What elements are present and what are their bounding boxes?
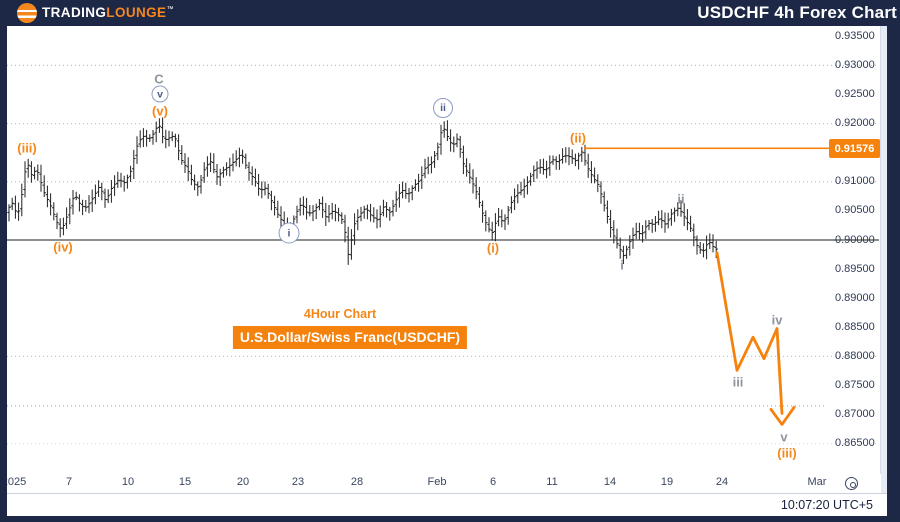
- wave-label: C: [154, 71, 164, 87]
- wave-label: (i): [486, 240, 500, 256]
- time-tick: Mar: [807, 476, 827, 488]
- time-tick: 11: [546, 476, 558, 488]
- wave-label: ii: [677, 191, 685, 207]
- wave-label: v: [780, 429, 788, 445]
- price-tick: 0.88500: [835, 320, 875, 333]
- time-tick: 7: [65, 476, 73, 488]
- time-tick: Feb: [427, 476, 447, 488]
- page-title: USDCHF 4h Forex Chart: [697, 3, 897, 22]
- wave-label: (iii): [17, 140, 37, 156]
- price-tick: 0.92000: [835, 117, 875, 130]
- axis-settings-icon[interactable]: [845, 477, 858, 490]
- wave-label: (iv): [53, 239, 73, 255]
- wave-label: v: [151, 85, 169, 103]
- timeframe-label: 4Hour Chart: [303, 307, 377, 321]
- price-tick: 0.86500: [835, 437, 875, 450]
- wave-label: (v): [152, 103, 168, 119]
- right-scroll-strip[interactable]: [881, 26, 887, 493]
- price-tick: 0.93000: [835, 58, 875, 71]
- price-tick: 0.89000: [835, 291, 875, 304]
- price-axis-border: [880, 26, 881, 474]
- time-tick: 15: [178, 476, 192, 488]
- wave-label: ii: [433, 98, 453, 118]
- time-tick: 2025: [1, 476, 27, 488]
- price-tick: 0.90000: [835, 233, 875, 246]
- price-tick: 0.93500: [835, 29, 875, 42]
- symbol-badge: U.S.Dollar/Swiss Franc(USDCHF): [232, 326, 468, 349]
- time-tick: 24: [715, 476, 729, 488]
- time-tick: 10: [121, 476, 135, 488]
- price-tick: 0.88000: [835, 349, 875, 362]
- brand-logo[interactable]: TRADINGLOUNGE™: [17, 3, 174, 23]
- price-tick: 0.87500: [835, 379, 875, 391]
- price-tick: 0.91000: [835, 175, 875, 188]
- wave-label: (iii): [777, 445, 797, 461]
- wave-label: iv: [771, 312, 783, 328]
- bottom-border: [0, 516, 900, 522]
- price-tick: 0.87000: [835, 408, 875, 421]
- price-tick: 0.92500: [835, 88, 875, 100]
- tradinglounge-logo-icon: [17, 3, 37, 23]
- time-tick: 19: [660, 476, 674, 488]
- time-tick: 20: [236, 476, 250, 488]
- right-border: [887, 0, 900, 522]
- price-tick: 0.89500: [835, 262, 875, 275]
- status-bar: 10:07:20 UTC+5: [7, 493, 887, 516]
- price-tick: 0.90500: [835, 204, 875, 217]
- time-tick: 23: [291, 476, 305, 488]
- brand-name: TRADINGLOUNGE™: [42, 5, 174, 21]
- left-border: [0, 0, 7, 522]
- time-tick: 14: [603, 476, 617, 488]
- header: TRADINGLOUNGE™ USDCHF 4h Forex Chart: [0, 0, 900, 26]
- clock-text: 10:07:20 UTC+5: [780, 498, 873, 512]
- wave-label: iii: [732, 374, 744, 390]
- time-tick: 6: [489, 476, 497, 488]
- price-level-badge: 0.91576: [829, 139, 880, 158]
- wave-label: i: [278, 222, 300, 244]
- time-tick: 28: [350, 476, 364, 488]
- wave-label: (ii): [570, 130, 586, 146]
- wave-label: i: [620, 257, 624, 273]
